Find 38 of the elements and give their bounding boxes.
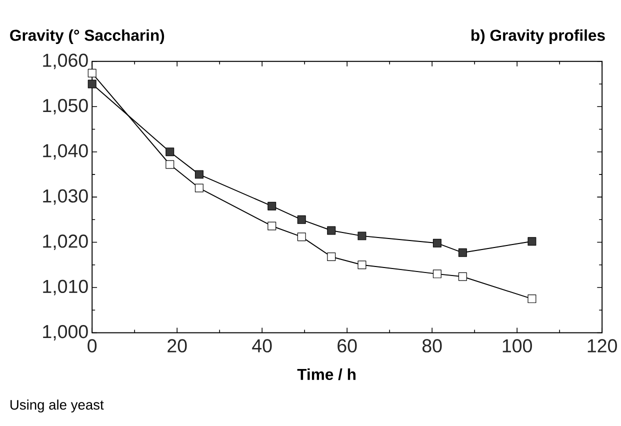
point <box>166 148 174 156</box>
point <box>268 222 276 230</box>
point <box>327 252 336 262</box>
point <box>194 170 204 179</box>
point <box>458 272 467 281</box>
point <box>528 294 536 304</box>
point <box>458 248 467 258</box>
y-tick-label: 1,020 <box>43 234 88 250</box>
y-tick-label: 1,000 <box>43 325 88 341</box>
point <box>327 226 336 235</box>
point <box>268 202 276 210</box>
x-tick-label: 40 <box>252 339 272 353</box>
point <box>88 80 96 88</box>
x-tick-label: 0 <box>88 339 97 353</box>
point <box>358 232 366 240</box>
x-axis-title: Time / h <box>297 368 356 380</box>
y-axis-title: Gravity (° Saccharin) <box>10 29 164 44</box>
x-tick-label: 120 <box>588 339 617 353</box>
point <box>166 160 174 169</box>
point <box>88 69 96 78</box>
y-tick-label: 1,060 <box>43 54 88 70</box>
point <box>432 239 442 248</box>
y-tick-label: 1,030 <box>43 189 88 205</box>
point <box>297 232 306 242</box>
point <box>194 184 204 192</box>
point <box>297 216 306 224</box>
y-tick-label: 1,010 <box>43 280 88 296</box>
x-tick-label: 80 <box>422 339 442 353</box>
chart-title: b) Gravity profiles <box>471 29 605 44</box>
point <box>432 270 442 278</box>
x-tick-label: 20 <box>168 339 187 353</box>
y-tick-label: 1,040 <box>43 144 88 160</box>
point <box>358 260 366 270</box>
x-tick-label: 60 <box>338 339 357 353</box>
x-tick-label: 100 <box>502 339 532 353</box>
point <box>528 237 536 246</box>
y-tick-label: 1,050 <box>43 98 88 114</box>
text: Using ale yeast <box>10 400 104 413</box>
